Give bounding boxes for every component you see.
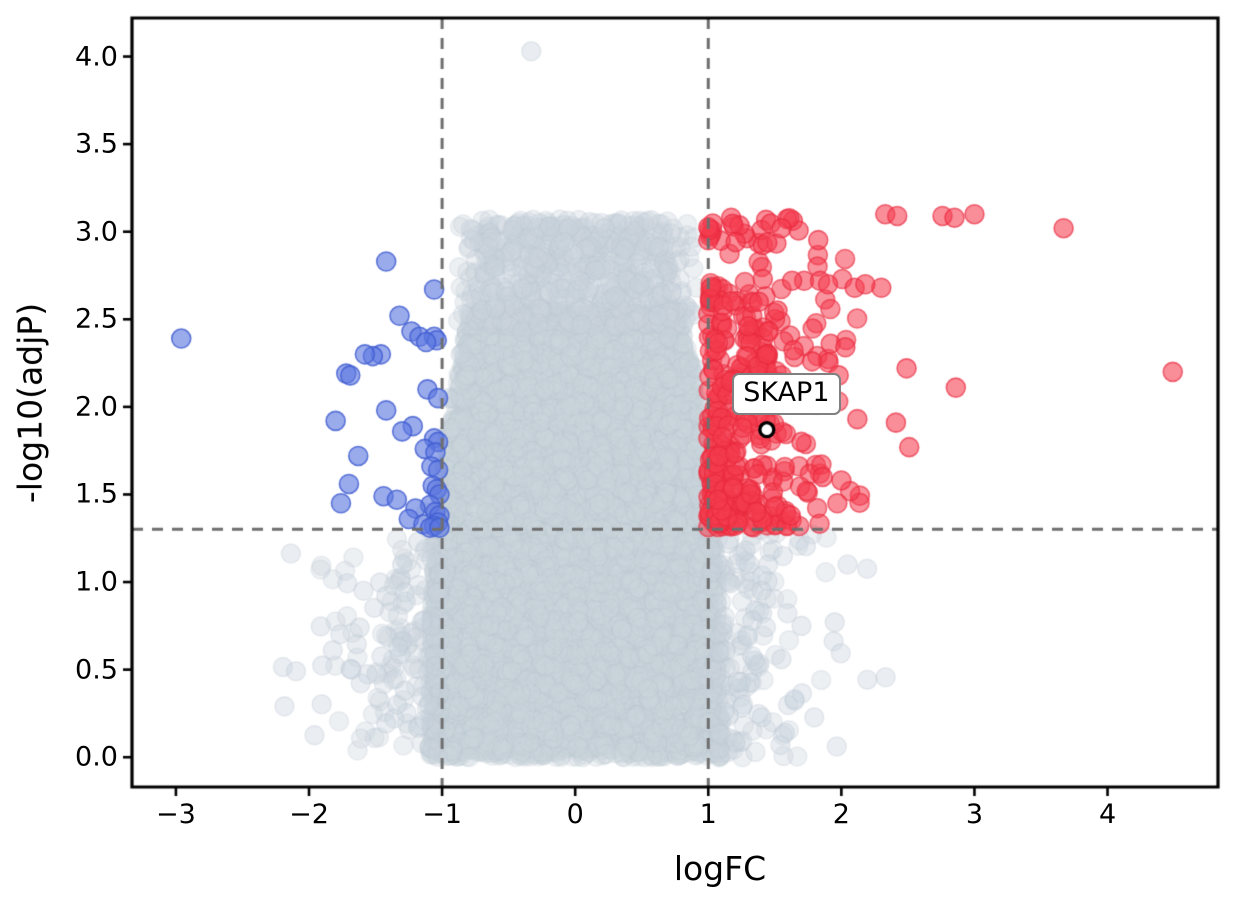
y-tick-7: 3.5 xyxy=(75,128,118,160)
y-tick-4: 2.0 xyxy=(75,391,118,423)
x-tick-1: −2 xyxy=(289,799,329,830)
y-tick-5: 2.5 xyxy=(75,303,118,335)
y-tick-6: 3.0 xyxy=(75,216,118,248)
x-tick-4: 1 xyxy=(699,799,717,830)
x-tick-6: 3 xyxy=(965,799,984,830)
y-tick-2: 1.0 xyxy=(75,566,118,598)
x-tick-3: 0 xyxy=(566,799,584,830)
x-tick-7: 4 xyxy=(1098,799,1117,830)
x-tick-0: −3 xyxy=(156,799,196,830)
y-tick-1: 0.5 xyxy=(75,654,118,686)
gene-annotation-label: SKAP1 xyxy=(732,372,841,416)
y-tick-3: 1.5 xyxy=(75,478,118,510)
y-tick-8: 4.0 xyxy=(75,41,118,73)
x-tick-5: 2 xyxy=(832,799,850,830)
x-axis-label: logFC xyxy=(673,849,767,888)
y-tick-0: 0.0 xyxy=(75,741,118,773)
x-tick-2: −1 xyxy=(422,799,462,830)
y-axis-label: -log10(adjP) xyxy=(10,302,50,503)
